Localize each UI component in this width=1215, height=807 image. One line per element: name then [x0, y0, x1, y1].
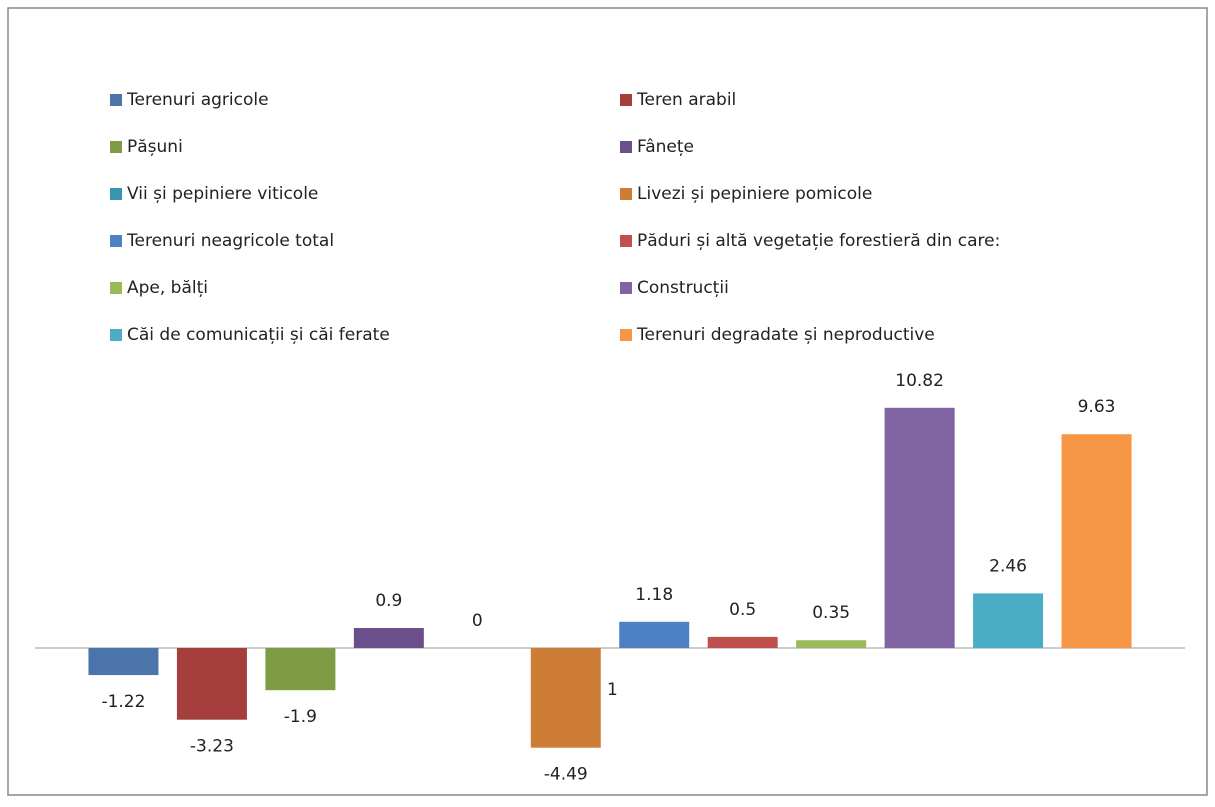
bar: [88, 648, 159, 676]
bar: [796, 640, 867, 648]
legend-swatch: [110, 94, 122, 106]
legend-label: Teren arabil: [636, 90, 736, 110]
data-label: 0.5: [729, 600, 756, 620]
legend-swatch: [620, 94, 632, 106]
data-label: 10.82: [895, 371, 944, 391]
data-label: -3.23: [190, 737, 234, 757]
data-label: -4.49: [544, 765, 588, 785]
legend-swatch: [620, 235, 632, 247]
bar: [1061, 434, 1132, 648]
legend-label: Terenuri degradate și neproductive: [636, 325, 935, 345]
data-label: -1.22: [101, 692, 145, 712]
bar: [265, 648, 336, 691]
bar: [619, 621, 690, 648]
bar: [884, 407, 955, 648]
data-label: 1.18: [635, 585, 673, 605]
data-label: 0: [472, 611, 483, 631]
bar: [353, 628, 424, 648]
bar: [973, 593, 1044, 648]
legend-swatch: [110, 188, 122, 200]
legend-label: Fânețe: [637, 137, 694, 157]
data-label: 0.9: [375, 591, 402, 611]
legend-label: Livezi și pepiniere pomicole: [637, 184, 872, 204]
bar: [176, 648, 247, 720]
legend-swatch: [620, 329, 632, 341]
legend-swatch: [620, 141, 632, 153]
legend-swatch: [620, 188, 632, 200]
legend-swatch: [110, 141, 122, 153]
bar: [530, 648, 601, 748]
data-label: 2.46: [989, 556, 1027, 576]
annotation: 1: [607, 680, 618, 700]
legend-label: Păduri și altă vegetație forestieră din …: [637, 231, 1000, 251]
legend-swatch: [110, 282, 122, 294]
legend-label: Terenuri agricole: [126, 90, 269, 110]
legend-label: Căi de comunicații și căi ferate: [127, 325, 390, 345]
legend-swatch: [620, 282, 632, 294]
legend-label: Vii și pepiniere viticole: [127, 184, 318, 204]
legend-label: Pășuni: [127, 137, 183, 157]
legend-swatch: [110, 235, 122, 247]
legend-label: Terenuri neagricole total: [126, 231, 334, 251]
bar: [707, 636, 778, 648]
data-label: 0.35: [812, 603, 850, 623]
legend-swatch: [110, 329, 122, 341]
data-label: -1.9: [284, 707, 317, 727]
data-label: 9.63: [1078, 397, 1116, 417]
legend-label: Ape, bălți: [127, 278, 208, 298]
legend-label: Construcții: [637, 278, 729, 298]
